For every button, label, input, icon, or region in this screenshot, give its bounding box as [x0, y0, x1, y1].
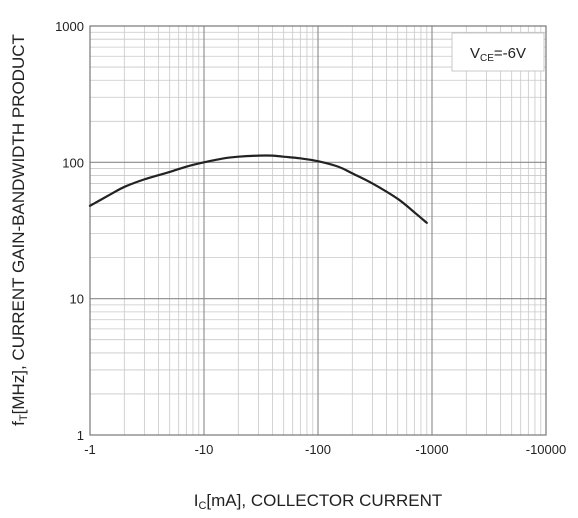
y-tick-label: 100: [62, 155, 84, 170]
legend-text: VCE=-6V: [470, 45, 526, 64]
x-tick-labels: -1 -10 -100 -1000 -10000: [84, 442, 566, 457]
minor-grid: [90, 26, 546, 435]
major-grid: [90, 26, 546, 435]
y-tick-label: 1: [77, 428, 84, 443]
legend-prefix: V: [470, 45, 480, 62]
x-tick-label: -100: [305, 442, 331, 457]
y-axis-title-prefix: f: [9, 421, 28, 426]
x-tick-label: -1: [84, 442, 96, 457]
legend: VCE=-6V: [451, 32, 545, 72]
y-tick-label: 10: [70, 292, 84, 307]
legend-suffix: =-6V: [494, 45, 526, 62]
y-tick-labels: 1 10 100 1000: [55, 19, 84, 443]
x-tick-label: -10000: [526, 442, 566, 457]
y-axis-title-sub: T: [18, 414, 30, 421]
x-axis-title-sub: C: [198, 500, 206, 512]
ft-curve: [88, 154, 428, 224]
y-axis-title-suffix: [MHz], CURRENT GAIN-BANDWIDTH PRODUCT: [9, 34, 28, 414]
y-axis-title: fT[MHz], CURRENT GAIN-BANDWIDTH PRODUCT: [9, 34, 30, 426]
x-tick-label: -10: [195, 442, 214, 457]
legend-box: [451, 32, 545, 72]
x-axis-title-prefix: I: [194, 491, 199, 510]
curves: [88, 154, 428, 224]
legend-sub: CE: [480, 53, 494, 64]
plot-frame: [89, 25, 547, 436]
x-axis-title: IC[mA], COLLECTOR CURRENT: [194, 491, 443, 512]
y-tick-label: 1000: [55, 19, 84, 34]
x-tick-label: -1000: [415, 442, 448, 457]
x-axis-title-suffix: [mA], COLLECTOR CURRENT: [206, 491, 442, 510]
